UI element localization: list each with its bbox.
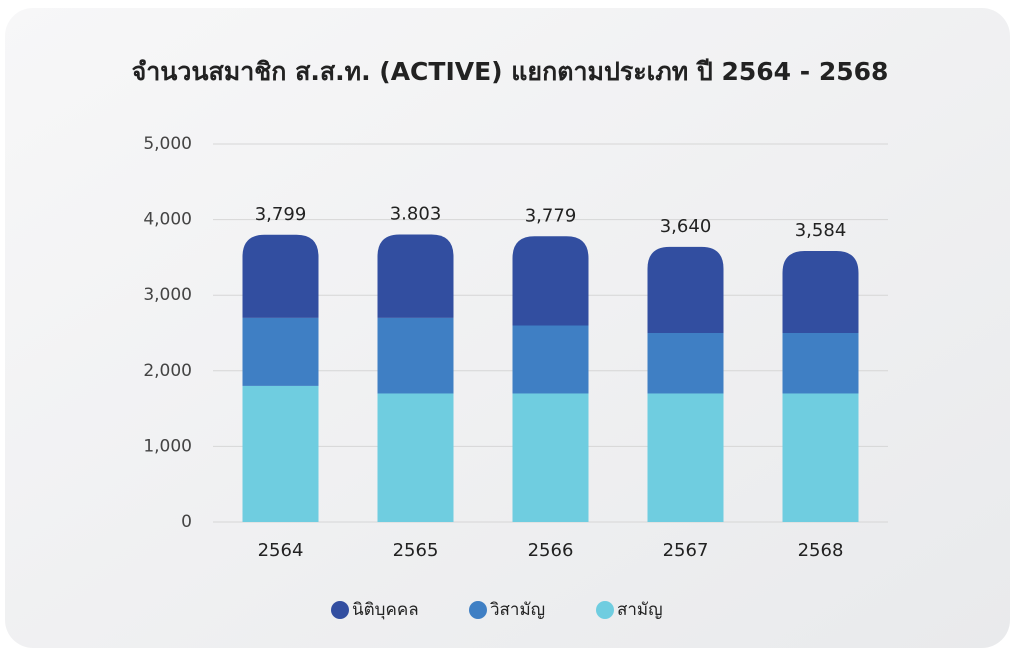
y-tick-label: 3,000 bbox=[143, 285, 192, 305]
bar-segment bbox=[242, 385, 319, 522]
bar-segment bbox=[647, 393, 724, 522]
bar-segment bbox=[782, 393, 859, 522]
x-tick-label: 2564 bbox=[258, 540, 304, 561]
bar-segment bbox=[647, 246, 724, 333]
bar-segment bbox=[377, 234, 454, 318]
y-tick-label: 2,000 bbox=[143, 361, 192, 381]
bar-segment bbox=[242, 234, 319, 318]
y-tick-label: 0 bbox=[181, 512, 192, 532]
x-tick-label: 2568 bbox=[798, 540, 844, 561]
total-label: 3.803 bbox=[390, 203, 442, 224]
x-tick-label: 2566 bbox=[528, 540, 574, 561]
y-tick-label: 5,000 bbox=[143, 134, 192, 154]
x-tick-label: 2567 bbox=[663, 540, 709, 561]
total-label: 3,584 bbox=[795, 220, 847, 241]
y-tick-label: 1,000 bbox=[143, 436, 192, 456]
total-label: 3,799 bbox=[255, 204, 307, 225]
total-label: 3,779 bbox=[525, 205, 577, 226]
legend-swatch bbox=[331, 601, 349, 619]
total-label: 3,640 bbox=[660, 216, 712, 237]
bar-segment bbox=[647, 333, 724, 394]
bar-segment bbox=[512, 325, 589, 394]
legend-label: วิสามัญ bbox=[490, 600, 546, 620]
bar-segment bbox=[377, 393, 454, 522]
card bbox=[5, 8, 1010, 648]
legend-label: สามัญ bbox=[617, 600, 663, 620]
x-tick-label: 2565 bbox=[393, 540, 439, 561]
chart-title: จำนวนสมาชิก ส.ส.ท. (ACTIVE) แยกตามประเภท… bbox=[132, 57, 889, 86]
bar-segment bbox=[512, 393, 589, 522]
bar-segment bbox=[242, 317, 319, 386]
legend-swatch bbox=[596, 601, 614, 619]
bar-segment bbox=[782, 251, 859, 333]
legend-swatch bbox=[469, 601, 487, 619]
bar-segment bbox=[782, 333, 859, 394]
legend-label: นิติบุคคล bbox=[352, 600, 419, 620]
bar-segment bbox=[377, 317, 454, 394]
bar-segment bbox=[512, 236, 589, 326]
y-tick-label: 4,000 bbox=[143, 210, 192, 230]
